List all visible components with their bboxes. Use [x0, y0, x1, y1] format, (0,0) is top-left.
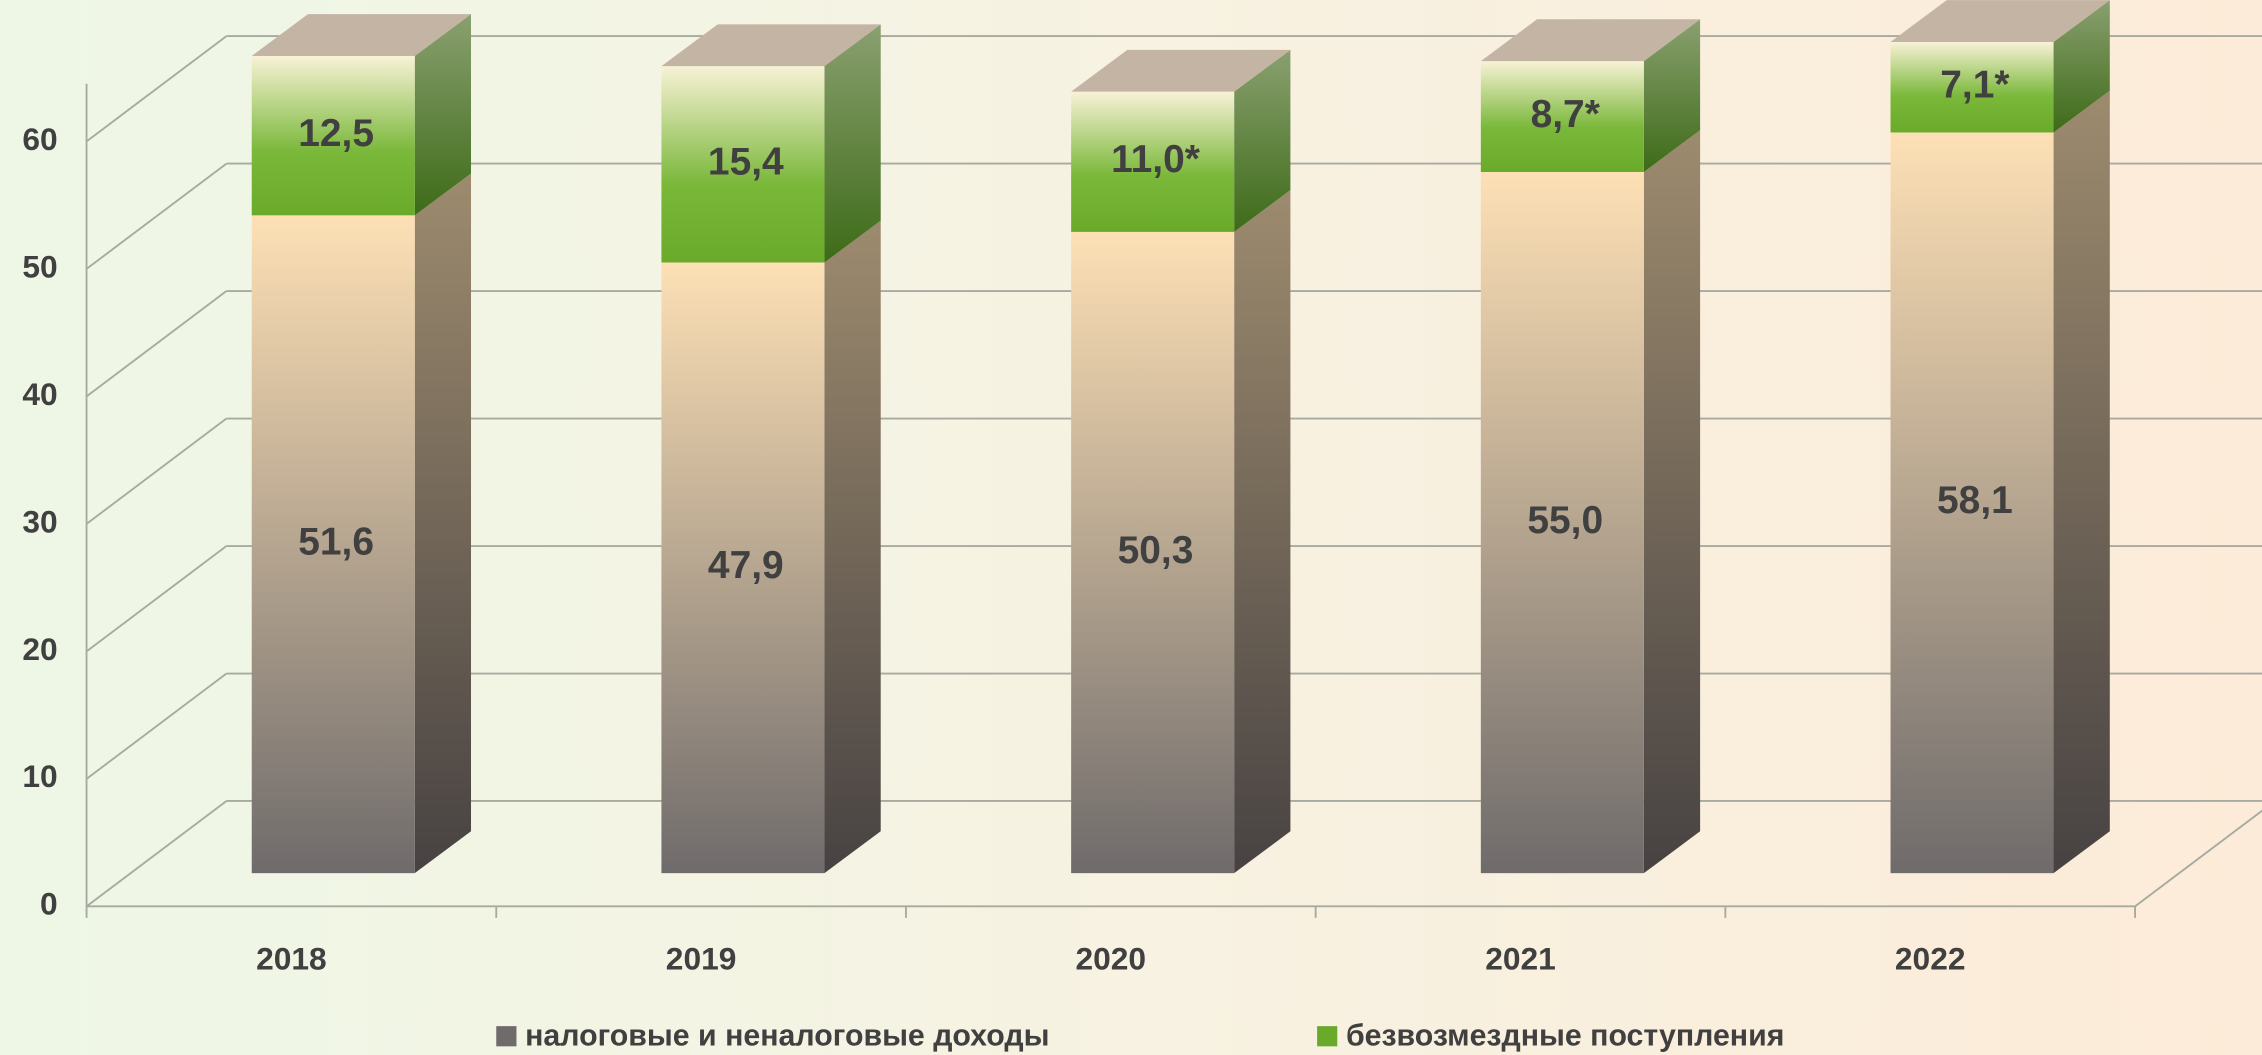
bar	[1071, 91, 1235, 232]
bar-side	[824, 24, 881, 263]
bar-top	[1480, 19, 1701, 62]
bar	[1480, 61, 1644, 172]
y-tick-label: 20	[22, 631, 57, 667]
bar-side	[1643, 19, 1701, 172]
y-tick-label: 50	[22, 248, 57, 284]
bar-side	[2053, 90, 2110, 874]
bar	[251, 55, 415, 216]
bar-side	[414, 14, 472, 216]
bar-side	[414, 173, 472, 874]
grid-line	[85, 800, 228, 908]
y-tick-label: 60	[22, 121, 57, 157]
y-tick-label: 0	[40, 886, 58, 922]
x-tick-label: 2020	[1076, 941, 1147, 977]
grid-line	[85, 290, 228, 398]
value-label: 7,1*	[1940, 63, 2010, 106]
bar	[1890, 132, 2054, 874]
bar-top	[1071, 49, 1291, 92]
x-tick-label: 2021	[1485, 941, 1556, 977]
value-label: 8,7*	[1531, 93, 1601, 136]
x-tick-label: 2019	[666, 941, 737, 977]
bar-top	[251, 14, 472, 56]
y-tick-label: 30	[22, 503, 57, 539]
y-tick-label: 10	[22, 758, 57, 794]
value-label: 15,4	[708, 141, 784, 184]
legend-swatch	[496, 1026, 517, 1047]
grid-line	[85, 162, 228, 270]
bar	[251, 215, 415, 874]
bar-top	[661, 24, 881, 67]
x-tick-label: 2018	[256, 941, 327, 977]
legend-label: безвозмездные поступления	[1346, 1020, 1784, 1053]
bar	[1071, 231, 1235, 874]
value-label: 58,1	[1937, 479, 2013, 522]
grid-line	[85, 672, 228, 780]
grid-line	[85, 417, 228, 525]
value-label: 12,5	[298, 112, 374, 155]
axis-line	[2134, 809, 2262, 908]
bar-side	[1643, 130, 1701, 874]
legend-label: налоговые и неналоговые доходы	[525, 1020, 1049, 1053]
bar-top	[1890, 0, 2110, 42]
bar	[661, 66, 825, 263]
y-tick-label: 40	[22, 376, 57, 412]
bar-side	[1234, 49, 1291, 232]
grid-line	[85, 35, 228, 143]
bar	[1480, 171, 1644, 874]
legend-swatch	[1317, 1026, 1338, 1047]
value-label: 50,3	[1118, 529, 1194, 572]
x-tick-label: 2022	[1895, 941, 1966, 977]
value-label: 51,6	[298, 521, 374, 564]
bar-side	[824, 220, 881, 874]
bar-side	[1234, 190, 1291, 874]
value-label: 11,0*	[1111, 138, 1201, 181]
value-label: 47,9	[708, 544, 784, 587]
grid-line	[85, 545, 228, 653]
bar	[661, 262, 825, 874]
bar	[1890, 41, 2054, 133]
value-label: 55,0	[1527, 499, 1603, 542]
bar-side	[2053, 0, 2110, 133]
